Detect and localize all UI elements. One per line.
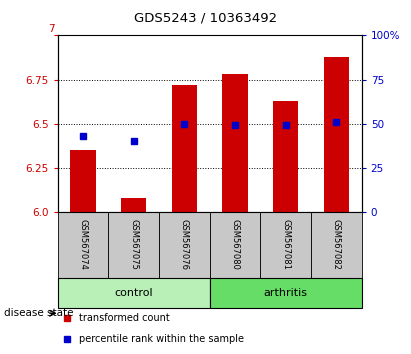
Text: arthritis: arthritis [263, 288, 308, 298]
Text: GSM567075: GSM567075 [129, 219, 138, 270]
Bar [210, 212, 260, 278]
Text: GSM567081: GSM567081 [281, 219, 290, 270]
Bar [159, 212, 210, 278]
Bar [222, 74, 247, 212]
Bar [324, 57, 349, 212]
Bar [311, 212, 362, 278]
Bar [172, 85, 197, 212]
Bar [58, 212, 108, 278]
Bar [70, 150, 95, 212]
Text: control: control [114, 288, 153, 298]
Text: GSM567074: GSM567074 [79, 219, 88, 270]
Bar [260, 212, 311, 278]
Text: GDS5243 / 10363492: GDS5243 / 10363492 [134, 12, 277, 25]
Bar [210, 278, 362, 308]
Text: percentile rank within the sample: percentile rank within the sample [79, 334, 244, 344]
Text: GSM567076: GSM567076 [180, 219, 189, 270]
Bar [58, 278, 210, 308]
Text: GSM567080: GSM567080 [231, 219, 240, 270]
Bar [121, 198, 146, 212]
Text: transformed count: transformed count [79, 313, 170, 323]
Text: GSM567082: GSM567082 [332, 219, 341, 270]
Bar [108, 212, 159, 278]
Text: disease state: disease state [4, 308, 74, 318]
Bar [273, 101, 298, 212]
Text: 7: 7 [48, 24, 55, 34]
